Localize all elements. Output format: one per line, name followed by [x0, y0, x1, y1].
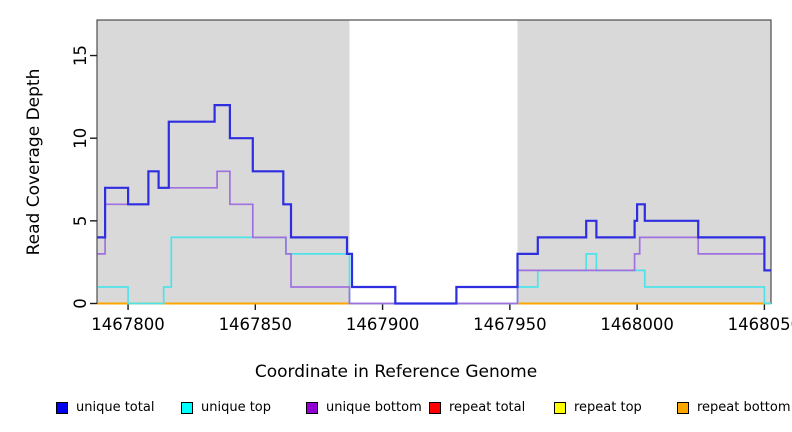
- y-tick-label: 5: [71, 216, 90, 227]
- x-tick-label: 1468000: [600, 315, 674, 334]
- y-tick-label: 0: [71, 298, 90, 309]
- series-unique-total-line: [97, 104, 771, 305]
- x-tick-label: 1467850: [219, 315, 293, 334]
- masked-region-band: [517, 20, 771, 304]
- y-tick-label: 10: [71, 128, 90, 149]
- series-group: [97, 104, 771, 305]
- x-tick-label: 1467800: [91, 315, 165, 334]
- x-axis-title: Coordinate in Reference Genome: [254, 362, 538, 382]
- x-tick-label: 1467950: [473, 315, 547, 334]
- y-axis-title: Read Coverage Depth: [24, 68, 44, 256]
- y-tick-label: 15: [71, 45, 90, 66]
- masked-region-band: [97, 20, 350, 304]
- x-tick-label: 1467900: [346, 315, 420, 334]
